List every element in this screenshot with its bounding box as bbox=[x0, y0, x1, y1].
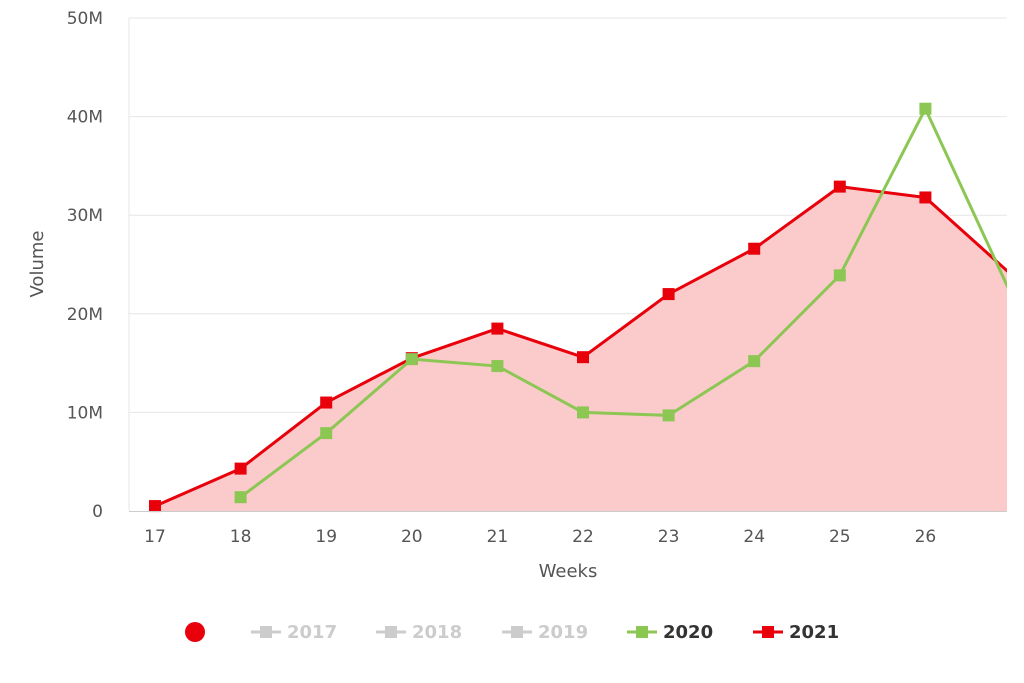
axes: 0 10M 20M 30M 40M 50M 17 18 19 20 21 22 23 24 25 26 Week… bbox=[27, 9, 1007, 582]
data-point[interactable] bbox=[577, 406, 589, 419]
x-tick-label: 26 bbox=[915, 527, 937, 547]
legend-square-symbol bbox=[385, 626, 397, 638]
series-2021-area bbox=[155, 186, 1007, 511]
legend-label: 2021 bbox=[789, 622, 839, 643]
legend-label: 2018 bbox=[412, 622, 462, 643]
y-tick-label: 30M bbox=[67, 206, 103, 226]
legend-square-symbol bbox=[762, 626, 774, 638]
legend-item-2017[interactable]: 2017 bbox=[251, 622, 337, 643]
legend-label: 2017 bbox=[287, 622, 337, 643]
legend-square-symbol bbox=[260, 626, 272, 638]
y-tick-label: 10M bbox=[67, 403, 103, 423]
x-tick-label: 18 bbox=[230, 527, 252, 547]
x-tick-label: 25 bbox=[829, 527, 851, 547]
data-point[interactable] bbox=[405, 353, 418, 366]
data-point[interactable] bbox=[149, 500, 161, 513]
y-tick-label: 20M bbox=[67, 305, 103, 325]
data-point[interactable] bbox=[833, 269, 846, 282]
legend-label: 2019 bbox=[538, 622, 588, 643]
data-point[interactable] bbox=[748, 242, 761, 255]
legend-item-2021[interactable]: 2021 bbox=[753, 622, 839, 643]
legend-square-symbol bbox=[636, 626, 648, 638]
legend-item-2018[interactable]: 2018 bbox=[376, 622, 462, 643]
data-point[interactable] bbox=[234, 491, 247, 504]
series-2021 bbox=[149, 180, 1007, 513]
legend-marker-dot[interactable] bbox=[185, 622, 205, 642]
legend-label: 2020 bbox=[663, 622, 713, 643]
x-tick-label: 20 bbox=[401, 527, 423, 547]
y-axis-title: Volume bbox=[27, 231, 48, 298]
y-tick-label: 0 bbox=[92, 502, 103, 522]
legend-item-2019[interactable]: 2019 bbox=[502, 622, 588, 643]
data-point[interactable] bbox=[577, 351, 589, 364]
series-2020-line bbox=[239, 107, 1007, 499]
data-point[interactable] bbox=[919, 102, 932, 115]
data-point[interactable] bbox=[491, 360, 504, 373]
data-point[interactable] bbox=[748, 355, 761, 368]
y-tick-label: 50M bbox=[67, 9, 103, 29]
series-2020 bbox=[234, 102, 1007, 504]
x-tick-label: 19 bbox=[315, 527, 337, 547]
data-point[interactable] bbox=[919, 191, 932, 204]
legend: 2017 2018 2019 2020 2021 bbox=[185, 622, 839, 643]
data-point[interactable] bbox=[662, 288, 675, 301]
data-point[interactable] bbox=[491, 322, 504, 335]
legend-square-symbol bbox=[511, 626, 523, 638]
y-tick-label: 40M bbox=[67, 108, 103, 128]
legend-item-2020[interactable]: 2020 bbox=[627, 622, 713, 643]
x-tick-label: 24 bbox=[743, 527, 765, 547]
x-axis-title: Weeks bbox=[539, 561, 598, 582]
series-layer bbox=[149, 102, 1007, 513]
data-point[interactable] bbox=[234, 462, 247, 475]
data-point[interactable] bbox=[833, 180, 846, 193]
x-tick-label: 23 bbox=[658, 527, 680, 547]
data-point[interactable] bbox=[662, 409, 675, 422]
data-point[interactable] bbox=[320, 396, 333, 409]
data-point[interactable] bbox=[320, 427, 333, 440]
x-tick-label: 22 bbox=[572, 527, 594, 547]
x-tick-label: 21 bbox=[487, 527, 509, 547]
x-tick-label: 17 bbox=[144, 527, 166, 547]
